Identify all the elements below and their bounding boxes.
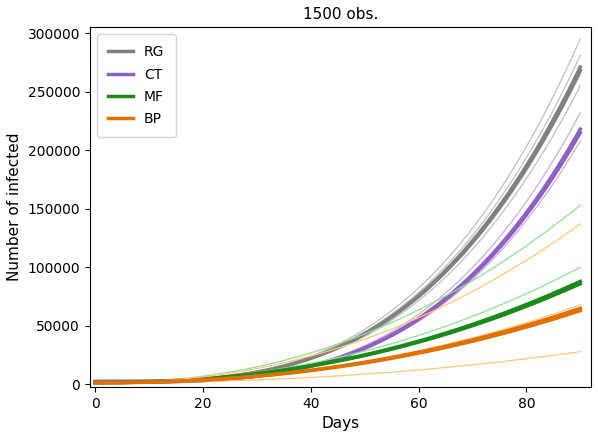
Legend: RG, CT, MF, BP: RG, CT, MF, BP [97, 34, 175, 138]
X-axis label: Days: Days [321, 416, 359, 431]
Title: 1500 obs.: 1500 obs. [303, 7, 378, 22]
Y-axis label: Number of infected: Number of infected [7, 133, 22, 281]
